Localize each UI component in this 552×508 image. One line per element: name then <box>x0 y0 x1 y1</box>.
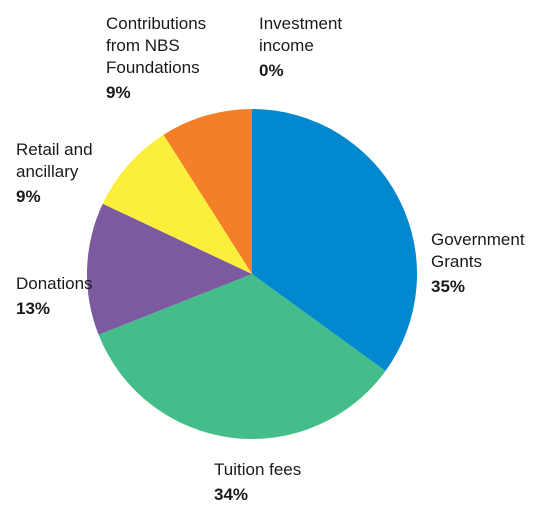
slice-label: Donations <box>16 274 93 293</box>
label-tuition-fees: Tuition fees 34% <box>214 459 301 506</box>
slice-value-label: 34% <box>214 485 249 504</box>
label-investment-income: Investment income 0% <box>259 13 342 82</box>
label-contributions-from-nbs-foundations: Contributions from NBS Foundations 9% <box>106 13 206 104</box>
label-retail-and-ancillary: Retail and ancillary 9% <box>16 139 93 208</box>
slice-value-label: 9% <box>16 187 41 206</box>
pie-slice-tuition-fees <box>98 274 386 439</box>
slice-label: Retail and ancillary <box>16 140 93 181</box>
slice-value-label: 9% <box>106 83 131 102</box>
label-government-grants: Government Grants 35% <box>431 229 525 298</box>
slice-label: Tuition fees <box>214 460 302 479</box>
pie-slice-donations <box>87 203 252 335</box>
pie-slice-contributions-from-nbs-foundations <box>163 109 252 274</box>
pie-slice-retail-and-ancillary <box>102 134 252 274</box>
slice-label: Investment income <box>259 14 343 55</box>
pie-slice-government-grants <box>252 109 417 371</box>
label-donations: Donations 13% <box>16 273 93 320</box>
slice-value-label: 0% <box>259 61 284 80</box>
slice-label: Contributions from NBS Foundations <box>106 14 207 77</box>
slice-value-label: 13% <box>16 299 51 318</box>
slice-label: Government Grants <box>431 230 525 271</box>
slice-value-label: 35% <box>431 277 466 296</box>
